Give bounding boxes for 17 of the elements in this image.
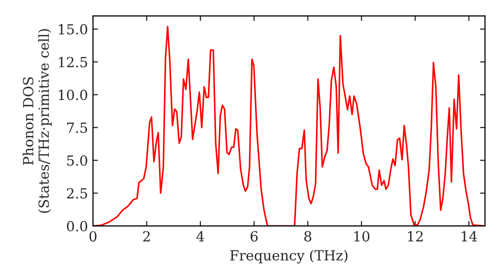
y-tick-label: 7.5: [67, 122, 88, 133]
x-tick-label: 14: [462, 231, 478, 242]
x-tick-label: 0: [89, 231, 96, 242]
x-tick-label: 6: [250, 231, 258, 242]
x-tick-label: 10: [354, 231, 370, 242]
y-tick-label: 0.0: [66, 220, 88, 232]
y-tick-label: 12.5: [58, 56, 88, 68]
y-tick-label: 15.0: [58, 24, 88, 35]
y-tick-label: 10.0: [58, 90, 88, 100]
x-tick-label: 8: [304, 231, 312, 242]
y-axis-title: Phonon DOS (States/THz·primitive cell): [22, 29, 52, 213]
x-axis-title: Frequency (THz): [230, 250, 348, 264]
y-tick-label: 5.0: [67, 155, 88, 166]
y-tick-label: 2.5: [66, 188, 88, 199]
x-tick-label: 2: [143, 231, 150, 242]
x-tick-label: 12: [408, 231, 423, 242]
x-tick-label: 4: [196, 231, 204, 242]
